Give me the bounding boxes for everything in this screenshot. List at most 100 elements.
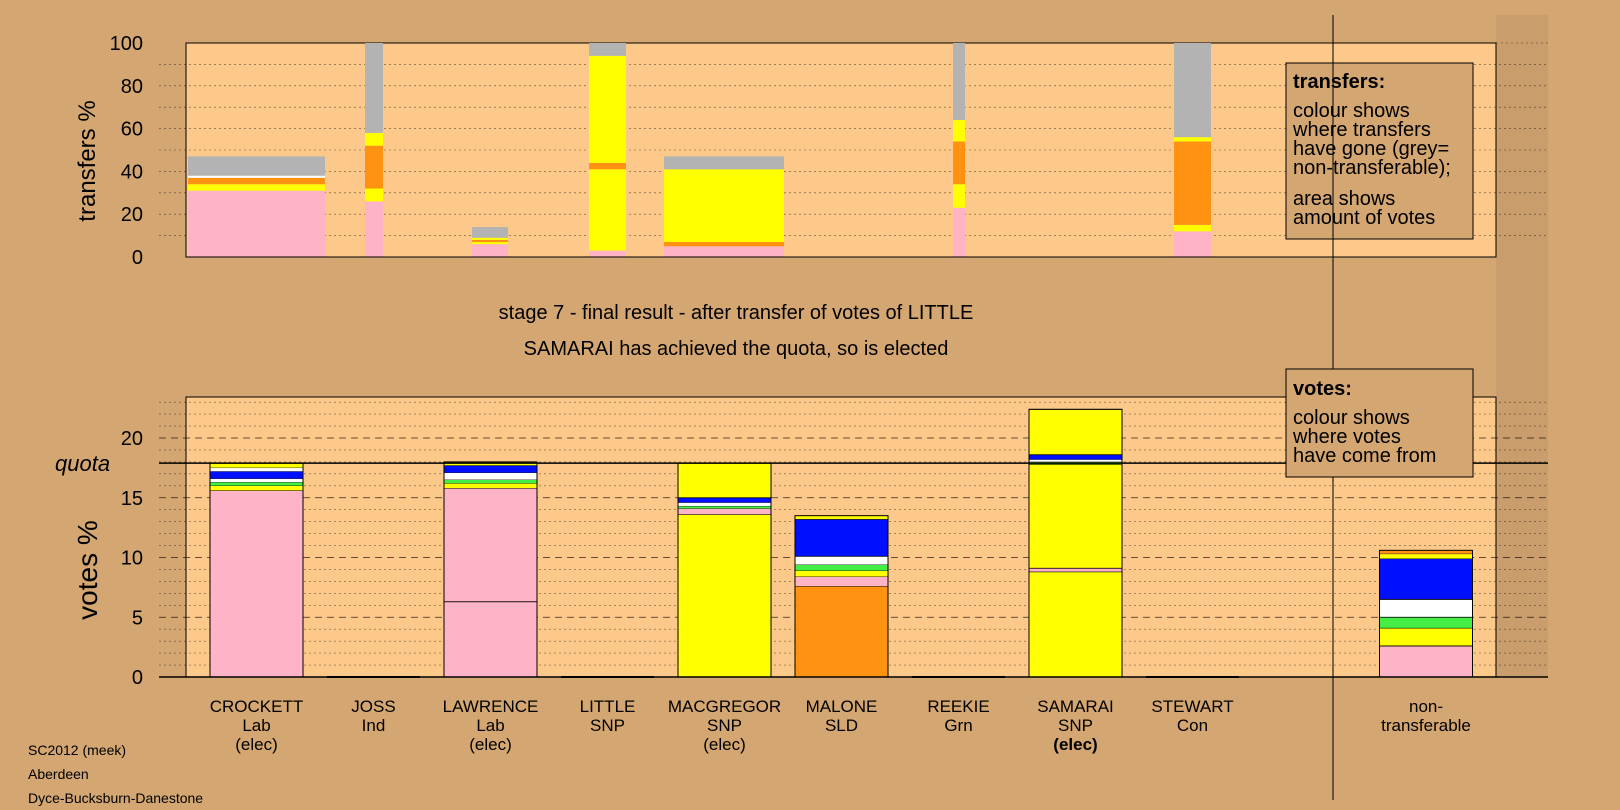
transfer-segment-crockett bbox=[188, 190, 325, 257]
vote-segment-non bbox=[1379, 617, 1473, 629]
vote-segment-non bbox=[1379, 645, 1473, 678]
x-label-name: REEKIE bbox=[927, 697, 989, 716]
votes-y-tick-label: 10 bbox=[121, 548, 143, 570]
footer: SC2012 (meek) Aberdeen Dyce-Bucksburn-Da… bbox=[28, 738, 203, 810]
transfers-y-tick-label: 40 bbox=[121, 161, 143, 183]
transfers-y-tick-label: 100 bbox=[110, 33, 143, 55]
vote-segment-samarai bbox=[1028, 568, 1123, 572]
transfer-segment-lawrence bbox=[472, 239, 508, 243]
vote-segment-crockett bbox=[209, 467, 304, 472]
footer-ward: Dyce-Bucksburn-Danestone bbox=[28, 790, 204, 806]
x-label-party: Grn bbox=[944, 716, 972, 735]
x-label-party: Lab bbox=[476, 716, 504, 735]
x-label-name: SAMARAI bbox=[1037, 697, 1114, 716]
transfer-segment-macgregor bbox=[664, 169, 784, 243]
transfers-y-tick-label: 0 bbox=[132, 247, 143, 269]
transfer-segment-macgregor bbox=[664, 242, 784, 247]
x-label-name: STEWART bbox=[1151, 697, 1233, 716]
transfers-bars bbox=[188, 43, 1211, 257]
transfer-segment-reekie bbox=[953, 141, 965, 185]
transfer-segment-reekie bbox=[953, 120, 965, 142]
x-label-name: MACGREGOR bbox=[668, 697, 781, 716]
transfers-legend-title: transfers: bbox=[1293, 71, 1385, 93]
x-label-status: (elec) bbox=[235, 735, 278, 754]
vote-segment-samarai bbox=[1028, 408, 1123, 456]
votes-legend-line: have come from bbox=[1293, 445, 1436, 467]
votes-y-tick-label: 20 bbox=[121, 428, 143, 450]
transfer-segment-crockett bbox=[188, 156, 325, 176]
transfer-segment-stewart bbox=[1174, 231, 1211, 257]
vote-segment-malone bbox=[794, 518, 889, 557]
transfer-segment-macgregor bbox=[664, 246, 784, 257]
transfers-y-tick-label: 60 bbox=[121, 119, 143, 141]
vote-segment-crockett bbox=[209, 471, 304, 479]
vote-segment-macgregor bbox=[677, 514, 772, 678]
vote-segment-lawrence bbox=[443, 479, 538, 484]
transfers-legend-box bbox=[1285, 62, 1474, 240]
transfer-segment-little bbox=[589, 55, 626, 163]
vote-segment-non bbox=[1379, 598, 1473, 618]
transfers-y-tick-label: 20 bbox=[121, 204, 143, 226]
x-label-party: Lab bbox=[242, 716, 270, 735]
votes-y-tick-label: 0 bbox=[132, 667, 143, 689]
x-label-name: MALONE bbox=[806, 697, 878, 716]
vote-segment-malone bbox=[794, 556, 889, 565]
vote-segment-malone bbox=[794, 515, 889, 520]
votes-y-label: votes % bbox=[72, 520, 103, 620]
votes-y-ticks: 0 5 10 15 20 bbox=[121, 428, 143, 689]
right-shade bbox=[1496, 15, 1548, 677]
vote-segment-lawrence bbox=[443, 472, 538, 480]
x-label-status: (elec) bbox=[703, 735, 746, 754]
votes-gridlines bbox=[159, 401, 1548, 666]
transfer-segment-stewart bbox=[1174, 141, 1211, 225]
vote-segment-malone bbox=[794, 570, 889, 577]
x-label-name: LAWRENCE bbox=[443, 697, 539, 716]
vote-segment-crockett bbox=[209, 482, 304, 486]
transfer-segment-joss bbox=[365, 145, 383, 189]
transfer-segment-little bbox=[589, 250, 626, 257]
votes-y-tick-label: 15 bbox=[121, 488, 143, 510]
vote-segment-macgregor bbox=[677, 497, 772, 503]
x-label-party: SNP bbox=[1058, 716, 1093, 735]
vote-segment-non bbox=[1379, 558, 1473, 600]
x-label-party: SNP bbox=[590, 716, 625, 735]
transfer-segment-little bbox=[589, 162, 626, 170]
transfer-segment-lawrence bbox=[472, 244, 508, 257]
vote-segment-samarai bbox=[1028, 571, 1123, 678]
x-label-name: LITTLE bbox=[580, 697, 636, 716]
votes-legend-box bbox=[1285, 368, 1474, 478]
stage-description: stage 7 - final result - after transfer … bbox=[499, 302, 974, 324]
transfers-legend-line: where transfers bbox=[1292, 119, 1431, 141]
transfer-segment-reekie bbox=[953, 184, 965, 208]
x-label-name: CROCKETT bbox=[210, 697, 304, 716]
stage-result: SAMARAI has achieved the quota, so is el… bbox=[524, 338, 949, 360]
x-label-status: (elec) bbox=[1053, 735, 1097, 754]
transfer-segment-lawrence bbox=[472, 242, 508, 245]
votes-bars bbox=[209, 408, 1473, 678]
transfer-segment-reekie bbox=[953, 43, 965, 121]
footer-method: SC2012 (meek) bbox=[28, 742, 127, 758]
transfers-y-tick-label: 80 bbox=[121, 76, 143, 98]
x-label-party: Ind bbox=[362, 716, 386, 735]
transfers-y-ticks: 0 20 40 60 80 100 bbox=[110, 33, 143, 269]
x-label-party: transferable bbox=[1381, 716, 1471, 735]
vote-segment-macgregor bbox=[677, 505, 772, 509]
votes-legend-title: votes: bbox=[1293, 378, 1352, 400]
quota-label: quota bbox=[55, 451, 110, 476]
transfer-segment-crockett bbox=[188, 175, 325, 178]
transfers-legend-line: area shows bbox=[1293, 188, 1395, 210]
transfer-segment-joss bbox=[365, 132, 383, 146]
vote-segment-samarai bbox=[1028, 454, 1123, 460]
votes-y-tick-label: 5 bbox=[132, 607, 143, 629]
vote-segment-malone bbox=[794, 585, 889, 678]
vote-segment-crockett bbox=[209, 490, 304, 678]
vote-segment-crockett bbox=[209, 478, 304, 483]
transfer-segment-macgregor bbox=[664, 156, 784, 170]
vote-segment-non bbox=[1379, 627, 1473, 647]
transfer-segment-stewart bbox=[1174, 43, 1211, 138]
vote-segment-samarai bbox=[1028, 459, 1123, 463]
vote-segment-lawrence bbox=[443, 483, 538, 489]
vote-segment-malone bbox=[794, 564, 889, 571]
x-label-status: (elec) bbox=[469, 735, 512, 754]
